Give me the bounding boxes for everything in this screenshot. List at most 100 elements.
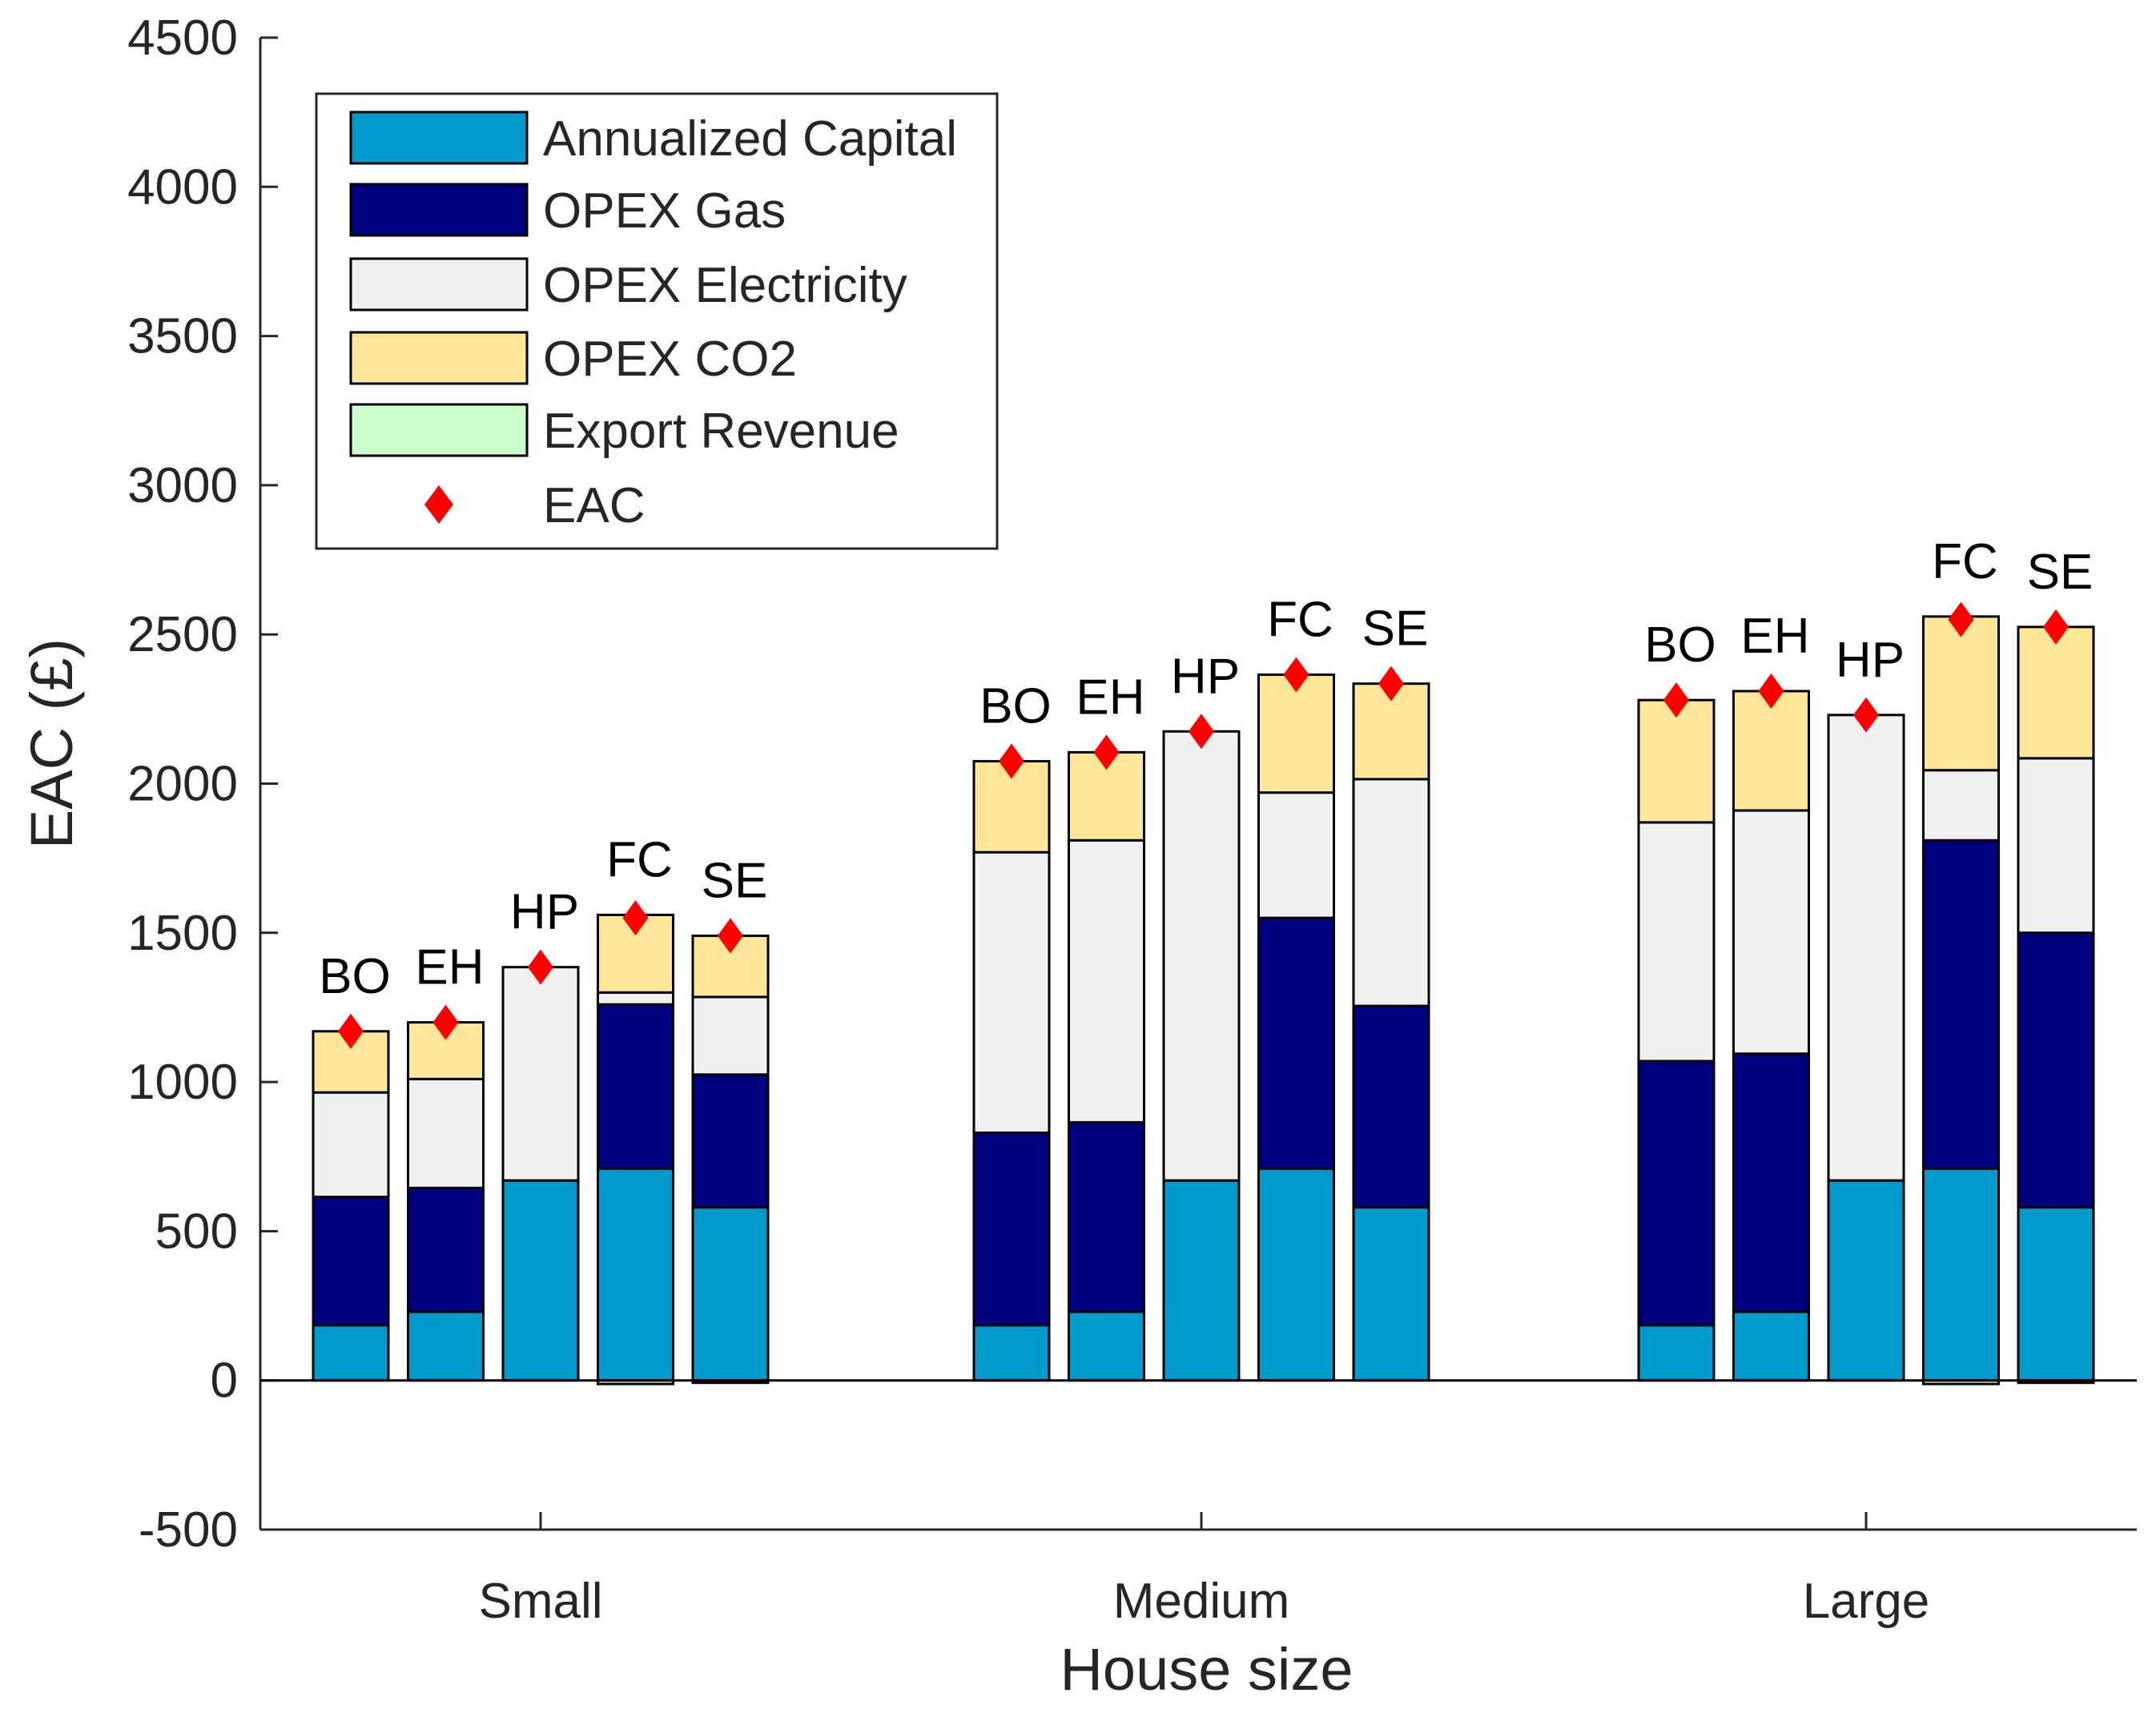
bar-segment-electricity xyxy=(972,850,1051,1134)
bar-segment-electricity xyxy=(1257,791,1335,919)
bar-label-hp: HP xyxy=(1836,633,1905,688)
bar-label-hp: HP xyxy=(510,885,579,940)
bar-label-bo: BO xyxy=(979,679,1052,734)
bar-segment-gas xyxy=(2017,931,2095,1209)
y-tick-label: 4500 xyxy=(127,10,238,66)
eac-marker xyxy=(2043,609,2069,645)
eac-marker xyxy=(1189,714,1214,750)
bar-segment-gas xyxy=(407,1186,485,1313)
bar-label-bo: BO xyxy=(1644,617,1716,673)
legend-label: Annualized Capital xyxy=(543,111,957,167)
bar-segment-capital xyxy=(501,1179,580,1382)
eac-marker xyxy=(432,1004,459,1040)
bar-label-eh: EH xyxy=(415,940,484,995)
y-axis-title: EAC (£) xyxy=(18,638,85,849)
y-tick-label: 3500 xyxy=(127,309,238,364)
bar-label-se: SE xyxy=(2027,545,2094,600)
bar-label-se: SE xyxy=(702,854,768,909)
bar-segment-electricity xyxy=(691,995,770,1076)
bar-segment-co2 xyxy=(1257,674,1335,794)
legend-swatch xyxy=(349,403,529,457)
bar-segment-co2 xyxy=(1637,698,1716,824)
eac-marker xyxy=(718,918,743,954)
bar-segment-electricity xyxy=(1922,769,2000,842)
legend-eac-marker xyxy=(424,485,453,524)
bar-segment-electricity xyxy=(312,1091,390,1199)
bar-label-fc: FC xyxy=(606,832,673,887)
x-tick-label: Small xyxy=(478,1574,602,1629)
y-tick-label: 4000 xyxy=(127,159,238,215)
bar-label-eh: EH xyxy=(1740,609,1809,664)
bar-segment-electricity xyxy=(1732,809,1810,1056)
bar-segment-gas xyxy=(1068,1120,1145,1313)
bar-segment-capital xyxy=(1637,1324,1716,1382)
eac-marker xyxy=(999,743,1024,779)
bar-segment-gas xyxy=(1257,916,1335,1170)
bar-segment-electricity xyxy=(1068,838,1145,1124)
bar-segment-gas xyxy=(1352,1004,1430,1209)
bar-segment-capital xyxy=(1162,1179,1241,1382)
bar-segment-capital xyxy=(691,1206,770,1382)
bar-segment-gas xyxy=(972,1131,1051,1327)
bar-segment-gas xyxy=(1922,838,2000,1170)
legend-label: OPEX CO2 xyxy=(543,332,797,387)
bar-segment-electricity xyxy=(1162,730,1241,1182)
bar-segment-electricity xyxy=(501,966,580,1182)
eac-marker xyxy=(1093,734,1120,770)
bar-segment-gas xyxy=(691,1073,770,1209)
bar-label-hp: HP xyxy=(1171,649,1240,704)
bar-label-bo: BO xyxy=(319,949,391,1004)
bars-layer xyxy=(312,615,2095,1385)
bar-segment-capital xyxy=(1732,1310,1810,1382)
bar-segment-gas xyxy=(1732,1052,1810,1313)
legend-swatch xyxy=(349,331,529,385)
bar-segment-co2 xyxy=(2017,625,2095,760)
bar-segment-electricity xyxy=(597,991,674,1006)
legend-swatch xyxy=(349,257,529,312)
legend-swatch xyxy=(349,183,529,237)
legend-label: OPEX Electricity xyxy=(543,258,907,313)
bar-segment-capital xyxy=(597,1167,674,1382)
labels-layer: BO EH HP FC SE BO EH HP FC SE BO EH HP FC SE xyxy=(319,534,2093,1049)
y-tick-label: -500 xyxy=(139,1502,238,1558)
y-tick-label: 0 xyxy=(211,1353,238,1409)
eac-marker xyxy=(1663,682,1689,718)
bar-segment-capital xyxy=(1068,1310,1145,1382)
bar-segment-capital xyxy=(407,1310,485,1382)
bar-segment-capital xyxy=(1922,1167,2000,1382)
bar-segment-capital xyxy=(312,1324,390,1382)
bar-segment-capital xyxy=(972,1324,1051,1382)
bar-segment-co2 xyxy=(312,1030,390,1094)
bar-segment-capital xyxy=(1827,1179,1905,1382)
legend-label: EAC xyxy=(543,478,645,533)
legend-label: Export Revenue xyxy=(543,404,899,459)
bar-segment-electricity xyxy=(1827,714,1905,1182)
eac-marker xyxy=(1758,673,1784,709)
x-tick-label: Large xyxy=(1803,1574,1930,1629)
y-tick-label: 2500 xyxy=(127,607,238,662)
bar-segment-capital xyxy=(1352,1206,1430,1382)
bar-label-se: SE xyxy=(1362,601,1429,657)
bar-segment-electricity xyxy=(407,1077,485,1189)
eac-marker xyxy=(338,1013,364,1049)
legend-box xyxy=(315,92,999,550)
bar-segment-gas xyxy=(597,1003,674,1170)
y-tick-label: 3000 xyxy=(127,458,238,513)
y-tick-label: 1000 xyxy=(127,1055,238,1110)
x-tick-label: Medium xyxy=(1113,1574,1290,1629)
legend: Annualized Capital OPEX Gas OPEX Electrici… xyxy=(315,92,999,550)
x-axis-title: House size xyxy=(1060,1636,1353,1703)
y-tick-label: 2000 xyxy=(127,757,238,812)
bar-label-eh: EH xyxy=(1076,670,1144,725)
bar-segment-electricity xyxy=(2017,757,2095,935)
bar-segment-capital xyxy=(1257,1167,1335,1382)
eac-marker xyxy=(622,900,649,936)
bar-label-fc: FC xyxy=(1267,593,1333,648)
eac-marker xyxy=(1853,697,1879,733)
eac-marker xyxy=(528,949,553,985)
bar-label-fc: FC xyxy=(1932,534,1998,589)
bar-segment-electricity xyxy=(1637,821,1716,1063)
bar-segment-gas xyxy=(312,1196,390,1327)
legend-swatch xyxy=(349,111,529,165)
